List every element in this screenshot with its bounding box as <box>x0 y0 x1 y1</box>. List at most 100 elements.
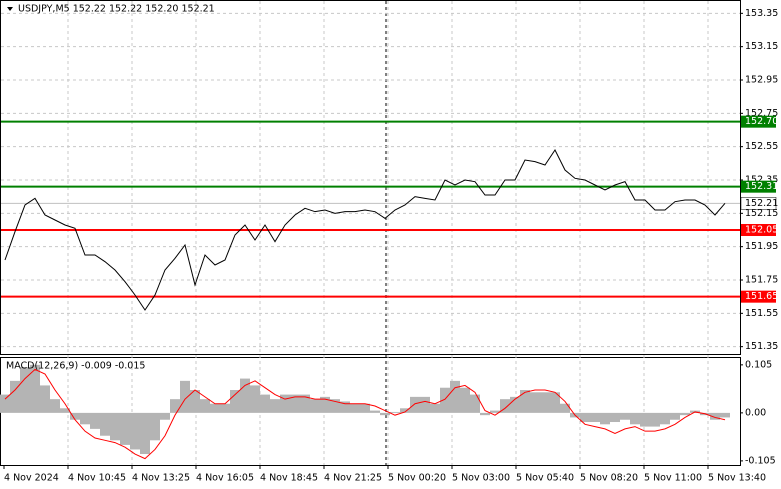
macd-bar <box>630 412 640 425</box>
macd-bar <box>600 412 610 425</box>
macd-bar <box>30 364 40 413</box>
x-tick-label: 5 Nov 05:40 <box>516 473 574 484</box>
macd-bar <box>640 412 650 427</box>
macd-bar <box>290 394 300 413</box>
macd-bar <box>190 390 200 413</box>
macd-bar <box>80 412 90 425</box>
macd-bar <box>710 412 720 420</box>
y-tick-label: 151.55 <box>745 308 778 319</box>
macd-bar <box>220 403 230 413</box>
macd-bar <box>140 412 150 455</box>
x-tick-label: 5 Nov 13:40 <box>708 473 766 484</box>
macd-bar <box>420 396 430 413</box>
macd-bar <box>540 392 550 413</box>
macd-bar <box>720 412 730 418</box>
x-tick-label: 4 Nov 10:45 <box>68 473 126 484</box>
chart-title: USDJPY,M5 152.22 152.22 152.20 152.21 <box>18 4 215 15</box>
macd-bar <box>620 412 630 420</box>
macd-bar <box>440 387 450 413</box>
x-tick-label: 5 Nov 03:00 <box>452 473 510 484</box>
macd-bar <box>580 412 590 423</box>
macd-bar <box>590 412 600 423</box>
macd-bar <box>490 410 500 413</box>
macd-bar <box>550 392 560 413</box>
macd-bar <box>470 394 480 413</box>
y-tick-label: 152.55 <box>745 141 778 152</box>
macd-bar <box>430 403 440 413</box>
macd-bar <box>60 408 70 413</box>
x-tick-label: 5 Nov 08:20 <box>580 473 638 484</box>
macd-bar <box>480 412 490 416</box>
macd-bar <box>530 392 540 413</box>
macd-bar <box>670 412 680 420</box>
macd-bar <box>170 399 180 413</box>
macd-bar <box>610 412 620 423</box>
y-tick-label: 152.75 <box>745 108 778 119</box>
menu-arrow <box>7 7 13 11</box>
macd-bar <box>20 367 30 413</box>
macd-bar <box>380 412 390 416</box>
level-label-box <box>741 290 776 303</box>
macd-bar <box>510 396 520 413</box>
macd-bar <box>300 394 310 413</box>
x-tick-label: 4 Nov 16:05 <box>196 473 254 484</box>
macd-bar <box>50 399 60 413</box>
macd-bar <box>390 411 400 413</box>
y-tick-label: 151.35 <box>745 341 778 352</box>
macd-bar <box>520 390 530 413</box>
current-price-box <box>740 197 777 210</box>
macd-bar <box>560 403 570 413</box>
price-panel <box>0 0 741 355</box>
macd-bar <box>250 385 260 413</box>
y-tick-label: 151.95 <box>745 241 778 252</box>
macd-bar <box>180 380 190 413</box>
macd-bar <box>400 408 410 413</box>
macd-bar <box>100 412 110 436</box>
current-price-label: 152.21 <box>745 198 778 209</box>
y-tick-label: -0.105 <box>745 455 776 466</box>
macd-bar <box>210 403 220 413</box>
macd-bar <box>410 396 420 413</box>
macd-bar <box>650 412 660 427</box>
macd-bar <box>200 399 210 413</box>
macd-bar <box>680 412 690 416</box>
macd-bar <box>10 380 20 413</box>
macd-bar <box>360 403 370 413</box>
y-tick-label: 0.105 <box>745 359 772 370</box>
y-tick-label: 152.15 <box>745 208 778 219</box>
macd-bar <box>270 399 280 413</box>
macd-bar <box>370 410 380 413</box>
signal-line <box>4 368 726 460</box>
macd-bar <box>90 412 100 429</box>
level-label-box <box>741 115 776 128</box>
macd-bar <box>230 390 240 413</box>
y-tick-label: 151.75 <box>745 275 778 286</box>
x-tick-label: 5 Nov 00:20 <box>388 473 446 484</box>
macd-bar <box>310 399 320 413</box>
y-tick-label: 0.00 <box>745 407 766 418</box>
level-label: 151.65 <box>745 291 778 302</box>
macd-bar <box>460 387 470 413</box>
y-tick-label: 153.15 <box>745 41 778 52</box>
level-label: 152.70 <box>745 116 778 127</box>
level-label: 152.05 <box>745 225 778 236</box>
y-tick-label: 152.95 <box>745 75 778 86</box>
macd-bar <box>120 412 130 445</box>
macd-bar <box>660 412 670 425</box>
macd-bar <box>350 403 360 413</box>
macd-bar <box>340 401 350 413</box>
price-line <box>4 149 726 311</box>
level-label-box <box>741 180 776 193</box>
macd-bar <box>150 412 160 441</box>
macd-bar <box>320 396 330 413</box>
level-label: 152.31 <box>745 181 778 192</box>
macd-bar <box>40 385 50 413</box>
macd-bar <box>240 378 250 413</box>
x-tick-label: 4 Nov 2024 <box>4 473 59 484</box>
x-tick-label: 5 Nov 11:00 <box>644 473 702 484</box>
macd-title: MACD(12,26,9) -0.009 -0.015 <box>6 361 145 372</box>
macd-bar <box>110 412 120 441</box>
macd-bar <box>70 412 80 420</box>
level-label-box <box>741 224 776 236</box>
